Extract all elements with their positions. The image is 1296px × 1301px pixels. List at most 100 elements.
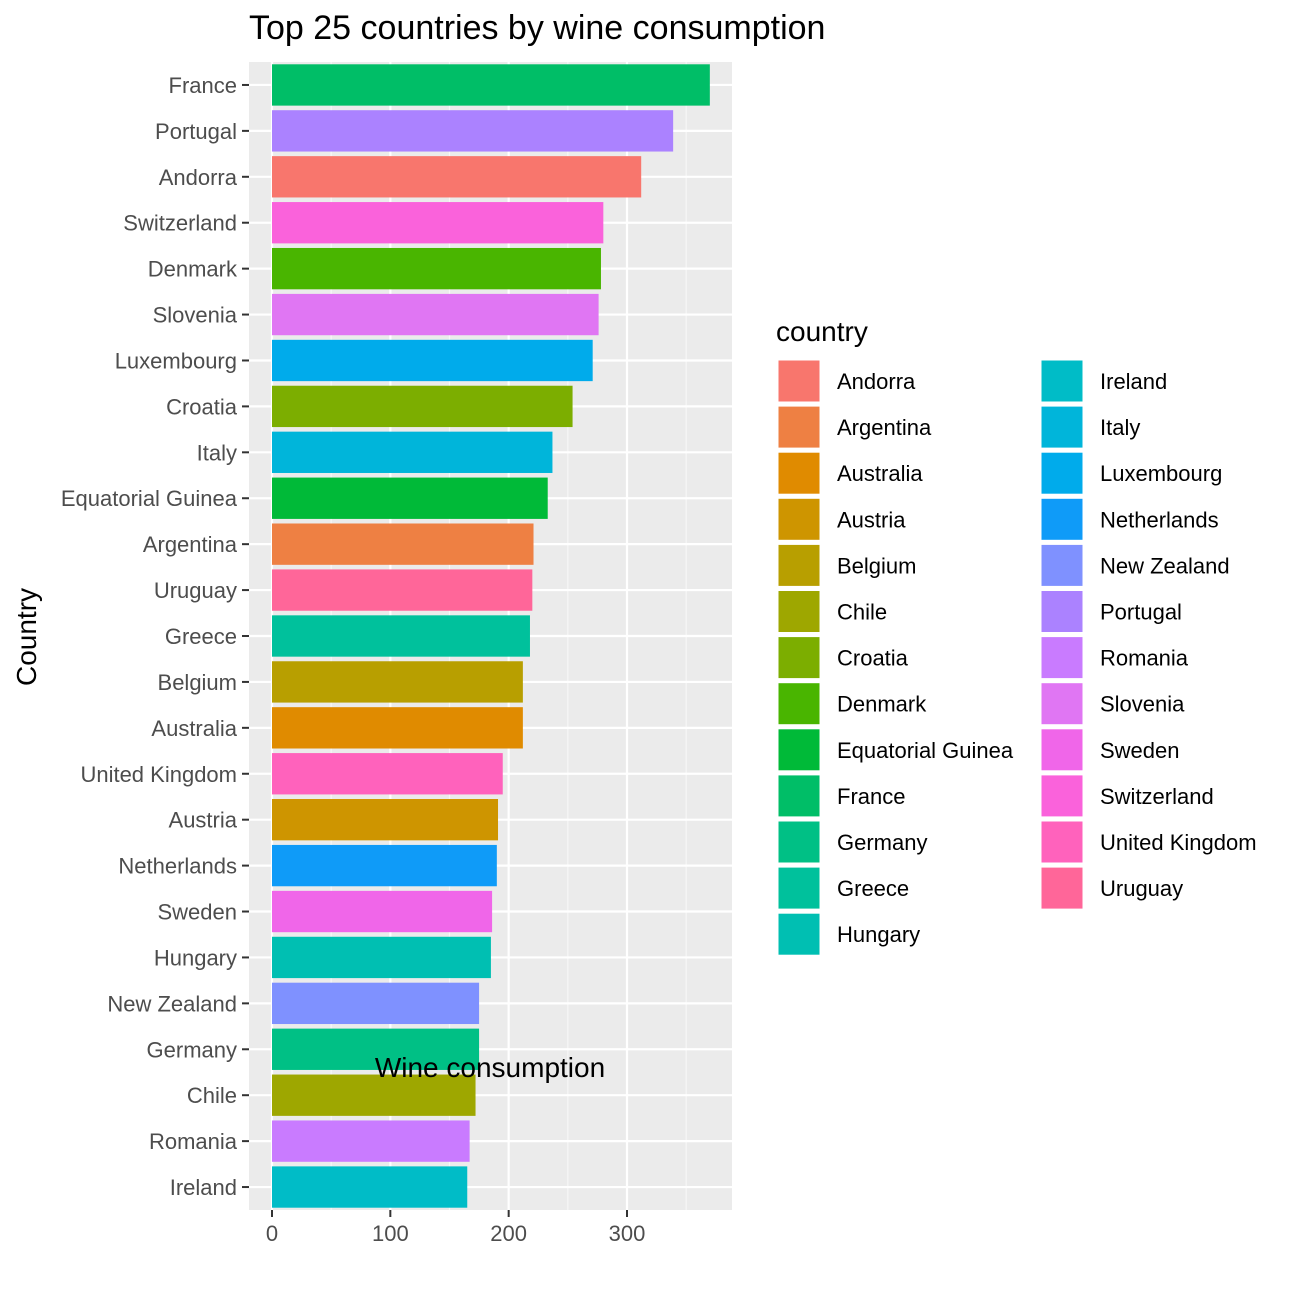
legend-swatch xyxy=(777,590,821,633)
legend-label: France xyxy=(837,784,905,809)
bar-denmark xyxy=(272,247,601,290)
legend-swatch xyxy=(777,728,821,772)
bar-united-kingdom xyxy=(272,753,503,795)
legend-swatch xyxy=(777,682,821,726)
y-tick-label: Hungary xyxy=(154,945,237,970)
bar-slovenia xyxy=(272,293,599,336)
legend-label: Switzerland xyxy=(1100,784,1214,809)
bar-hungary xyxy=(272,936,491,979)
legend-label: Austria xyxy=(837,507,906,532)
legend-label: Denmark xyxy=(837,692,927,717)
legend-label: Argentina xyxy=(837,415,932,440)
y-tick-label: Slovenia xyxy=(153,303,238,328)
legend-swatch xyxy=(777,543,821,587)
y-tick-label: Switzerland xyxy=(123,211,237,236)
legend-swatch xyxy=(1040,866,1084,910)
legend-label: Andorra xyxy=(837,369,916,394)
legend-label: Italy xyxy=(1100,415,1140,440)
x-tick-label: 300 xyxy=(609,1221,646,1246)
legend-label: Australia xyxy=(837,461,923,486)
x-axis: 0 100 200 300 xyxy=(266,1210,645,1246)
legend-swatch xyxy=(777,405,821,449)
y-tick-label: Uruguay xyxy=(154,578,237,603)
legend-label: Greece xyxy=(837,876,909,901)
legend-swatch xyxy=(1040,636,1084,680)
bar-ireland xyxy=(272,1166,468,1208)
legend-swatch xyxy=(777,451,821,495)
y-tick-label: Portugal xyxy=(155,119,237,144)
legend-label: Germany xyxy=(837,830,927,855)
legend-label: Ireland xyxy=(1100,369,1167,394)
legend-label: Croatia xyxy=(837,646,909,671)
legend: country Andorra Argentina Australia Austria… xyxy=(776,316,1257,956)
legend-swatch xyxy=(777,820,821,864)
bar-equatorial-guinea xyxy=(272,477,548,519)
bar-italy xyxy=(272,431,553,473)
x-tick-label: 100 xyxy=(372,1221,409,1246)
legend-label: Slovenia xyxy=(1100,692,1185,717)
legend-swatch xyxy=(1040,497,1084,541)
legend-title: country xyxy=(776,316,868,347)
legend-label: Netherlands xyxy=(1100,507,1219,532)
y-tick-label: Argentina xyxy=(143,532,238,557)
y-tick-label: Romania xyxy=(149,1129,238,1154)
bar-luxembourg xyxy=(272,339,593,382)
y-tick-label: New Zealand xyxy=(107,991,237,1016)
bars-group xyxy=(272,64,710,1208)
legend-label: Chile xyxy=(837,600,887,625)
y-tick-label: Belgium xyxy=(158,670,237,695)
bar-austria xyxy=(272,799,499,841)
bar-germany xyxy=(272,1028,480,1070)
legend-swatch xyxy=(777,912,821,956)
y-tick-label: Croatia xyxy=(166,394,238,419)
bar-greece xyxy=(272,615,530,657)
legend-swatch xyxy=(1040,774,1084,818)
y-tick-label: Germany xyxy=(147,1037,237,1062)
legend-swatch xyxy=(1040,359,1084,403)
legend-swatch xyxy=(777,774,821,818)
legend-label: Uruguay xyxy=(1100,876,1183,901)
legend-swatch xyxy=(1040,451,1084,495)
bar-netherlands xyxy=(272,844,497,887)
x-tick-label: 0 xyxy=(266,1221,278,1246)
y-tick-label: Ireland xyxy=(170,1175,237,1200)
bar-france xyxy=(272,64,710,106)
legend-swatch xyxy=(777,866,821,910)
legend-label: Equatorial Guinea xyxy=(837,738,1014,763)
y-tick-label: Italy xyxy=(197,440,237,465)
y-tick-label: France xyxy=(169,73,237,98)
y-axis-title: Country xyxy=(11,588,42,686)
bar-sweden xyxy=(272,890,493,933)
legend-label: Belgium xyxy=(837,553,916,578)
bar-croatia xyxy=(272,385,573,428)
y-tick-label: United Kingdom xyxy=(80,762,237,787)
bar-argentina xyxy=(272,523,534,565)
y-tick-label: Australia xyxy=(151,716,237,741)
y-tick-label: Chile xyxy=(187,1083,237,1108)
bar-chile xyxy=(272,1074,476,1116)
bar-andorra xyxy=(272,156,642,198)
legend-swatch xyxy=(777,497,821,541)
legend-swatch xyxy=(1040,728,1084,772)
bar-new-zealand xyxy=(272,982,480,1025)
legend-swatch xyxy=(1040,590,1084,633)
bar-portugal xyxy=(272,110,674,152)
legend-swatch xyxy=(1040,405,1084,449)
bar-uruguay xyxy=(272,569,533,611)
x-axis-title: Wine consumption xyxy=(375,1052,605,1083)
bar-switzerland xyxy=(272,202,604,244)
legend-swatch xyxy=(1040,820,1084,864)
legend-label: United Kingdom xyxy=(1100,830,1257,855)
chart-title: Top 25 countries by wine consumption xyxy=(249,9,825,47)
y-tick-label: Netherlands xyxy=(118,854,237,879)
legend-label: Luxembourg xyxy=(1100,461,1222,486)
legend-swatch xyxy=(777,359,821,403)
legend-label: Romania xyxy=(1100,646,1189,671)
bar-belgium xyxy=(272,661,523,703)
legend-swatch xyxy=(1040,543,1084,587)
y-tick-label: Greece xyxy=(165,624,237,649)
y-tick-label: Austria xyxy=(169,808,238,833)
y-tick-label: Denmark xyxy=(148,257,238,282)
